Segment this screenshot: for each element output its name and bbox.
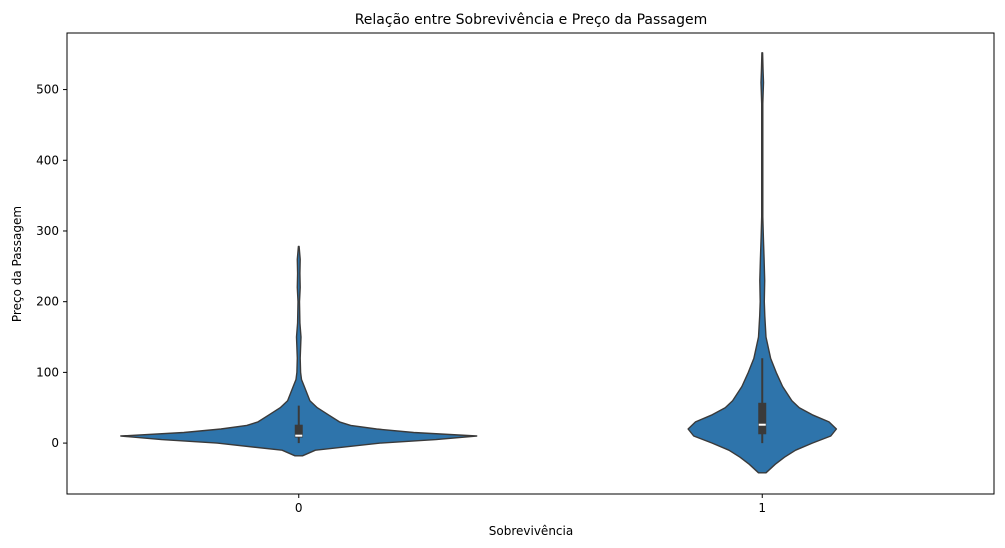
y-tick-label: 200: [36, 295, 59, 309]
x-tick-label: 0: [295, 501, 303, 515]
plot-area: [120, 52, 838, 474]
x-tick-label: 1: [758, 501, 766, 515]
violin-body-1: [687, 52, 838, 474]
y-tick-label: 100: [36, 365, 59, 379]
violin-body-0: [120, 245, 478, 457]
x-axis-title: Sobrevivência: [489, 524, 573, 538]
y-axis-title: Preço da Passagem: [10, 206, 24, 322]
plot-frame: [66, 32, 995, 495]
y-tick-label: 300: [36, 224, 59, 238]
chart-title: Relação entre Sobrevivência e Preço da P…: [355, 12, 708, 28]
y-axis: 0 100 200 300 400 500: [36, 83, 67, 450]
y-tick-label: 0: [51, 436, 59, 450]
iqr-box-1: [758, 402, 767, 435]
y-tick-label: 500: [36, 83, 59, 97]
y-tick-label: 400: [36, 153, 59, 167]
iqr-box-0: [294, 424, 303, 438]
